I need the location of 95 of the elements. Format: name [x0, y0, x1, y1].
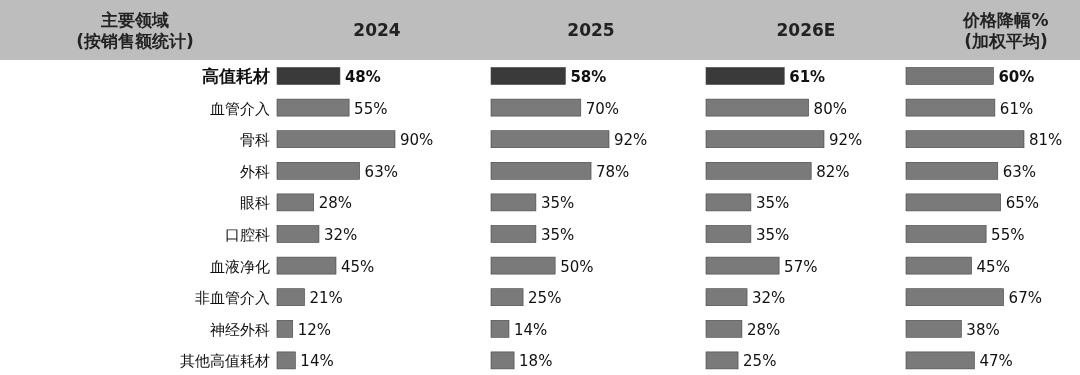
bar: [905, 225, 987, 243]
y-tick-label: 外科: [240, 162, 270, 181]
bar: [490, 162, 592, 180]
bar: [276, 288, 305, 306]
data-label: 28%: [318, 194, 353, 213]
data-label: 63%: [1002, 162, 1037, 181]
chart-title: 2025: [567, 20, 615, 40]
bar: [276, 130, 396, 148]
data-label: 61%: [999, 99, 1034, 118]
data-label: 92%: [829, 131, 863, 150]
chart-title: 2026E: [776, 20, 836, 40]
data-label: 55%: [991, 226, 1025, 244]
y-tick-label: 口腔科: [225, 226, 270, 244]
bar: [705, 130, 825, 148]
bar: [905, 162, 999, 180]
bar: [490, 193, 537, 212]
bar: [490, 130, 610, 148]
data-label: 63%: [364, 162, 398, 181]
data-label: 45%: [341, 257, 375, 276]
bar: [276, 67, 341, 85]
bar: [276, 256, 337, 275]
data-label: 90%: [400, 131, 434, 150]
bar: [705, 98, 809, 117]
data-label: 12%: [297, 320, 332, 339]
bar: [905, 98, 996, 117]
y-tick-label: 血管介入: [210, 99, 270, 118]
bar: [490, 225, 537, 243]
data-label: 28%: [746, 320, 781, 339]
bar: [905, 320, 962, 338]
data-label: 35%: [755, 194, 790, 213]
data-label: 60%: [998, 68, 1035, 86]
data-label: 35%: [540, 194, 575, 213]
bar: [276, 162, 360, 180]
bar: [276, 98, 350, 117]
bar: [276, 225, 320, 243]
data-label: 55%: [354, 99, 388, 118]
y-tick-label: 高值耗材: [202, 66, 270, 86]
bar: [276, 351, 296, 370]
data-label: 70%: [585, 99, 620, 118]
data-label: 35%: [540, 226, 575, 244]
bar: [705, 67, 785, 85]
y-tick-label: 非血管介入: [195, 289, 270, 308]
data-label: 78%: [596, 162, 630, 181]
data-label: 25%: [528, 289, 562, 308]
bar: [705, 351, 739, 370]
bar: [905, 193, 1001, 212]
data-label: 25%: [743, 352, 777, 371]
data-label: 18%: [519, 352, 553, 371]
data-label: 38%: [966, 320, 1000, 339]
chart-title: 价格降幅% (加权平均): [962, 9, 1049, 51]
data-label: 80%: [813, 99, 847, 118]
bar: [705, 320, 743, 338]
bar: [490, 320, 510, 338]
bar: [705, 162, 812, 180]
y-tick-label: 骨科: [240, 131, 270, 150]
data-label: 48%: [344, 68, 381, 86]
data-label: 57%: [784, 257, 818, 276]
y-tick-label: 血液净化: [210, 257, 270, 276]
data-label: 61%: [789, 68, 826, 86]
bar: [705, 288, 748, 306]
data-label: 47%: [979, 352, 1013, 371]
data-label: 82%: [816, 162, 850, 181]
bar: [705, 256, 780, 275]
data-label: 45%: [976, 257, 1010, 276]
chart-title: 2024: [353, 20, 401, 40]
y-tick-label: 其他高值耗材: [180, 352, 270, 371]
data-label: 92%: [614, 131, 648, 150]
data-label: 32%: [752, 289, 786, 308]
data-label: 35%: [755, 226, 790, 244]
bar: [905, 67, 994, 85]
bar: [705, 193, 752, 212]
bar: [905, 288, 1004, 306]
bar: [490, 351, 515, 370]
y-tick-label: 神经外科: [210, 320, 270, 339]
data-label: 50%: [560, 257, 594, 276]
data-label: 21%: [309, 289, 343, 308]
data-label: 14%: [513, 320, 548, 339]
data-label: 65%: [1005, 194, 1040, 213]
bar: [490, 67, 566, 85]
bar: [490, 256, 556, 275]
data-label: 14%: [300, 352, 334, 371]
bar: [276, 193, 315, 212]
data-label: 58%: [570, 68, 607, 86]
bar: [490, 288, 524, 306]
bar: [905, 130, 1025, 148]
bar: [276, 320, 294, 338]
data-label: 81%: [1029, 131, 1063, 150]
y-tick-label: 眼科: [240, 194, 270, 213]
bar: [905, 256, 972, 275]
data-label: 67%: [1008, 289, 1042, 308]
bar: [490, 98, 582, 117]
bar: [705, 225, 752, 243]
y-axis-title: 主要领域 (按销售额统计): [76, 9, 194, 51]
data-label: 32%: [323, 226, 358, 244]
bar: [905, 351, 975, 370]
